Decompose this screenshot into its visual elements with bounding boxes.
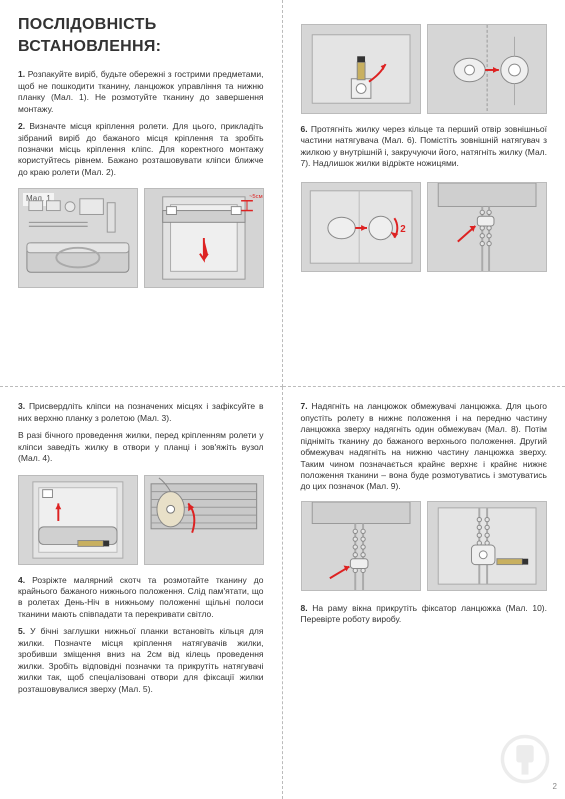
figure-8: Мал. 8 <box>427 182 547 272</box>
figure-5: Мал. 5 <box>301 24 421 114</box>
step-3-text: 3. Присвердліть кліпси на позначених міс… <box>18 401 264 424</box>
figures-row-3-4: Мал. 3 Мал. 4 <box>18 475 264 565</box>
brand-logo-watermark <box>499 733 551 785</box>
step-2-text: 2. Визначте місця кріплення ролети. Для … <box>18 121 264 178</box>
figures-row-5-6: Мал. 5 Мал. 6 <box>301 24 548 114</box>
figure-10: Мал. 10 <box>427 501 547 591</box>
quadrant-top-right: Мал. 5 Мал. 6 6. Протягніть жилку через … <box>283 0 565 387</box>
figure-7: Мал. 7 2 <box>301 182 421 272</box>
quadrant-bottom-left: 3. Присвердліть кліпси на позначених міс… <box>0 387 283 799</box>
figures-row-7-8: Мал. 7 2 Мал. 8 <box>301 182 548 272</box>
step-1-text: 1. Розпакуйте виріб, будьте обережні з г… <box>18 69 264 115</box>
svg-text:2: 2 <box>400 224 406 235</box>
page-title: ПОСЛІДОВНІСТЬ ВСТАНОВЛЕННЯ: <box>18 14 264 57</box>
figure-9: Мал. 9 <box>301 501 421 591</box>
step-4-text: 4. Розріжте малярний скотч та розмотайте… <box>18 575 264 621</box>
figures-row-9-10: Мал. 9 Мал. 10 <box>301 501 548 591</box>
figure-4: Мал. 4 <box>144 475 264 565</box>
figures-row-1-2: Мал. 1 Мал. 2 <box>18 188 264 288</box>
figure-3: Мал. 3 <box>18 475 138 565</box>
step-6-text: 6. Протягніть жилку через кільце та перш… <box>301 124 548 170</box>
figure-1: Мал. 1 <box>18 188 138 288</box>
step-7-text: 7. Надягніть на ланцюжок обмежувачі ланц… <box>301 401 548 493</box>
svg-text:~5см: ~5см <box>249 194 263 200</box>
figure-6: Мал. 6 <box>427 24 547 114</box>
quadrant-top-left: ПОСЛІДОВНІСТЬ ВСТАНОВЛЕННЯ: 1. Розпакуйт… <box>0 0 283 387</box>
quadrant-bottom-right: 7. Надягніть на ланцюжок обмежувачі ланц… <box>283 387 565 799</box>
figure-2: Мал. 2 ~5см <box>144 188 264 288</box>
step-8-text: 8. На раму вікна прикрутіть фіксатор лан… <box>301 603 548 626</box>
page-number: 2 <box>553 782 557 793</box>
step-3b-text: В разі бічного проведення жилки, перед к… <box>18 430 264 464</box>
step-5-text: 5. У бічні заглушки нижньої планки встан… <box>18 626 264 695</box>
